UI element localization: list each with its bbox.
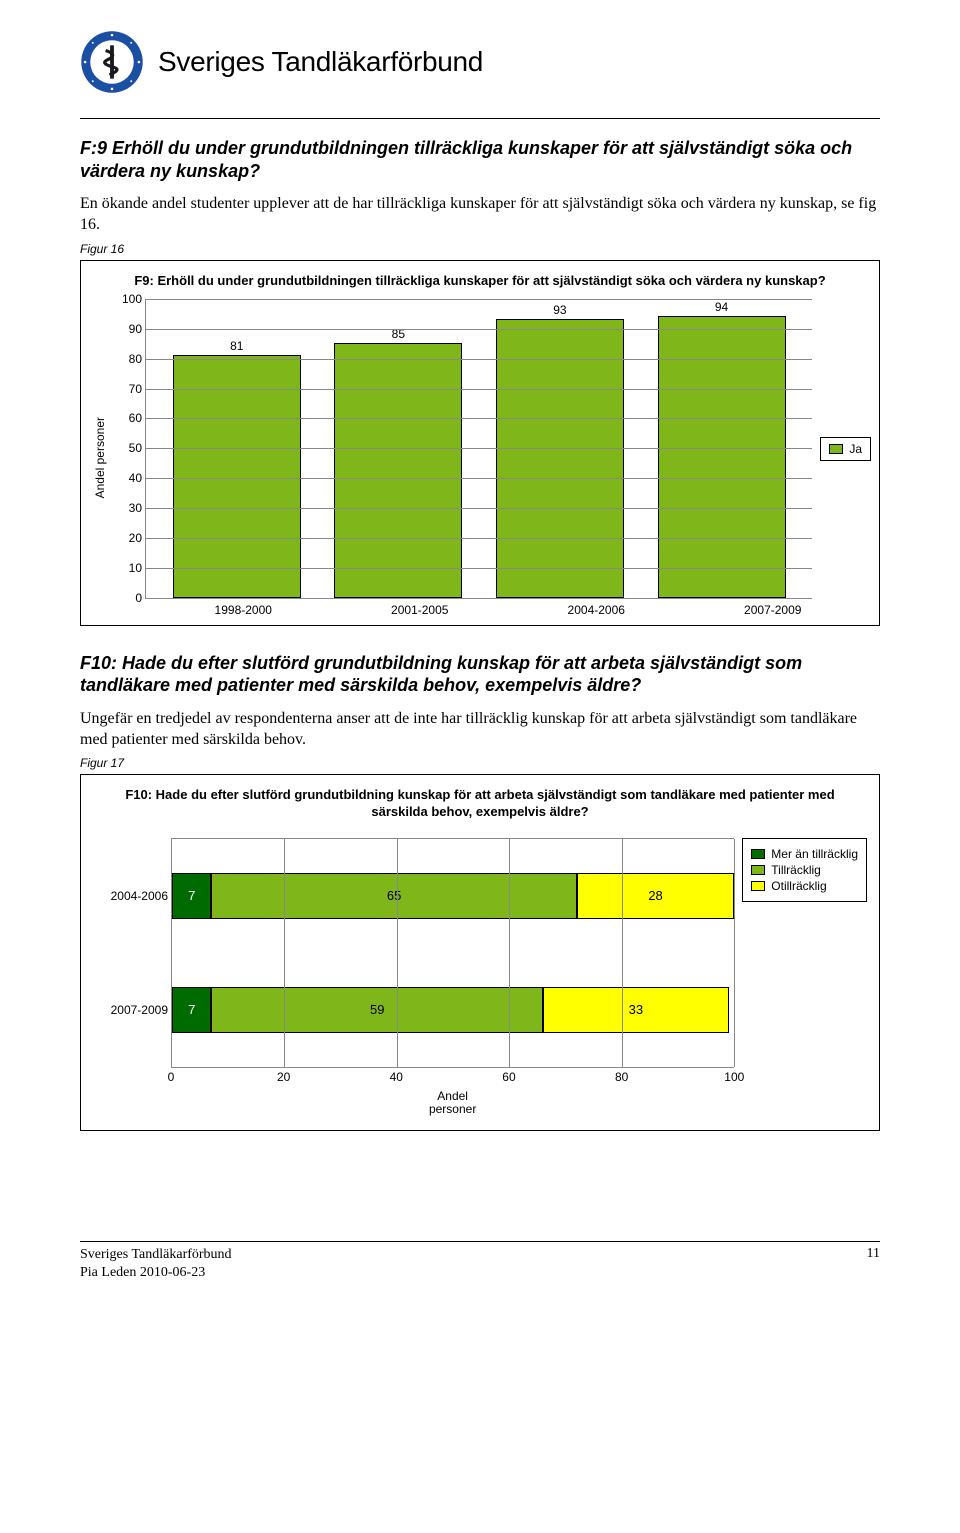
chart2-box: F10: Hade du efter slutförd grundutbildn… — [80, 774, 880, 1131]
y-tick: 10 — [116, 561, 142, 575]
legend-swatch — [829, 444, 843, 454]
header-divider — [80, 118, 880, 119]
legend-item: Tillräcklig — [751, 863, 858, 877]
y-tick: 40 — [116, 471, 142, 485]
hbar-segment: 7 — [172, 873, 211, 919]
hbar-row: 2004-200676528 — [172, 873, 734, 919]
x-tick: 0 — [168, 1070, 175, 1084]
legend-item: Otillräcklig — [751, 879, 858, 893]
y-tick: 50 — [116, 441, 142, 455]
footer-line2: Pia Leden 2010-06-23 — [80, 1264, 232, 1282]
x-tick: 100 — [724, 1070, 744, 1084]
x-tick: 1998-2000 — [166, 603, 321, 617]
bar — [334, 343, 462, 598]
section2-heading: F10: Hade du efter slutförd grundutbildn… — [80, 652, 880, 697]
hbar-segment: 7 — [172, 987, 211, 1033]
hbar-segment: 65 — [211, 873, 576, 919]
bar-slot: 81 — [166, 339, 308, 598]
chart1-y-label: Andel personer — [89, 417, 111, 498]
section1-paragraph: En ökande andel studenter upplever att d… — [80, 194, 880, 236]
hbar: 76528 — [172, 873, 734, 919]
bar-slot: 85 — [327, 327, 469, 598]
hbar-row: 2007-200975933 — [172, 987, 734, 1033]
legend-item: Mer än tillräcklig — [751, 847, 858, 861]
hbar-segment: 33 — [543, 987, 729, 1033]
bar — [496, 319, 624, 598]
bar-value: 81 — [230, 339, 243, 353]
legend-swatch — [751, 865, 765, 875]
chart1-box: F9: Erhöll du under grundutbildningen ti… — [80, 260, 880, 626]
legend-label: Tillräcklig — [771, 863, 821, 877]
x-tick: 80 — [615, 1070, 628, 1084]
chart2-x-ticks: 020406080100 — [171, 1068, 734, 1086]
header: Sveriges Tandläkarförbund — [80, 30, 880, 94]
figure16-label: Figur 16 — [80, 242, 880, 256]
legend-label: Otillräcklig — [771, 879, 826, 893]
bar-value: 93 — [553, 303, 566, 317]
x-tick: 40 — [390, 1070, 403, 1084]
page-content: F:9 Erhöll du under grundutbildningen ti… — [80, 137, 880, 1131]
footer-line1: Sveriges Tandläkarförbund — [80, 1246, 232, 1264]
hbar-row-label: 2004-2006 — [100, 889, 168, 903]
x-tick: 2007-2009 — [695, 603, 850, 617]
y-tick: 20 — [116, 531, 142, 545]
y-tick: 70 — [116, 382, 142, 396]
legend-label: Mer än tillräcklig — [771, 847, 858, 861]
chart2-legend: Mer än tillräcklig Tillräcklig Otillräckli… — [742, 838, 867, 902]
bar-value: 94 — [715, 300, 728, 314]
y-tick: 80 — [116, 352, 142, 366]
hbar-row-label: 2007-2009 — [100, 1003, 168, 1017]
y-tick: 0 — [116, 591, 142, 605]
hbar-segment: 28 — [577, 873, 734, 919]
y-tick: 100 — [116, 292, 142, 306]
section1-heading: F:9 Erhöll du under grundutbildningen ti… — [80, 137, 880, 182]
legend-swatch — [751, 849, 765, 859]
page-number: 11 — [867, 1246, 880, 1281]
x-tick: 2004-2006 — [519, 603, 674, 617]
y-tick: 30 — [116, 501, 142, 515]
legend-label: Ja — [849, 442, 862, 456]
chart2-x-label-line1: Andel — [437, 1089, 468, 1103]
legend-swatch — [751, 881, 765, 891]
chart2-title: F10: Hade du efter slutförd grundutbildn… — [89, 787, 871, 820]
page-footer: Sveriges Tandläkarförbund Pia Leden 2010… — [80, 1241, 880, 1281]
chart1-plot: 81859394 0102030405060708090100 — [145, 299, 812, 599]
bar-slot: 93 — [489, 303, 631, 598]
org-title: Sveriges Tandläkarförbund — [158, 46, 483, 78]
chart2-x-label-line2: personer — [429, 1102, 476, 1116]
y-tick: 90 — [116, 322, 142, 336]
chart2-x-label: Andel personer — [171, 1090, 734, 1118]
figure17-label: Figur 17 — [80, 756, 880, 770]
section2-paragraph: Ungefär en tredjedel av respondenterna a… — [80, 709, 880, 751]
hbar: 75933 — [172, 987, 734, 1033]
bar — [173, 355, 301, 598]
chart1-x-ticks: 1998-2000 2001-2005 2004-2006 2007-2009 — [145, 599, 871, 617]
chart1-title: F9: Erhöll du under grundutbildningen ti… — [89, 273, 871, 289]
chart1-legend: Ja — [820, 437, 871, 461]
x-tick: 2001-2005 — [342, 603, 497, 617]
y-tick: 60 — [116, 411, 142, 425]
x-tick: 60 — [502, 1070, 515, 1084]
x-tick: 20 — [277, 1070, 290, 1084]
hbar-segment: 59 — [211, 987, 543, 1033]
chart2-plot: 2004-200676528 2007-200975933 — [171, 838, 734, 1068]
org-logo — [80, 30, 144, 94]
